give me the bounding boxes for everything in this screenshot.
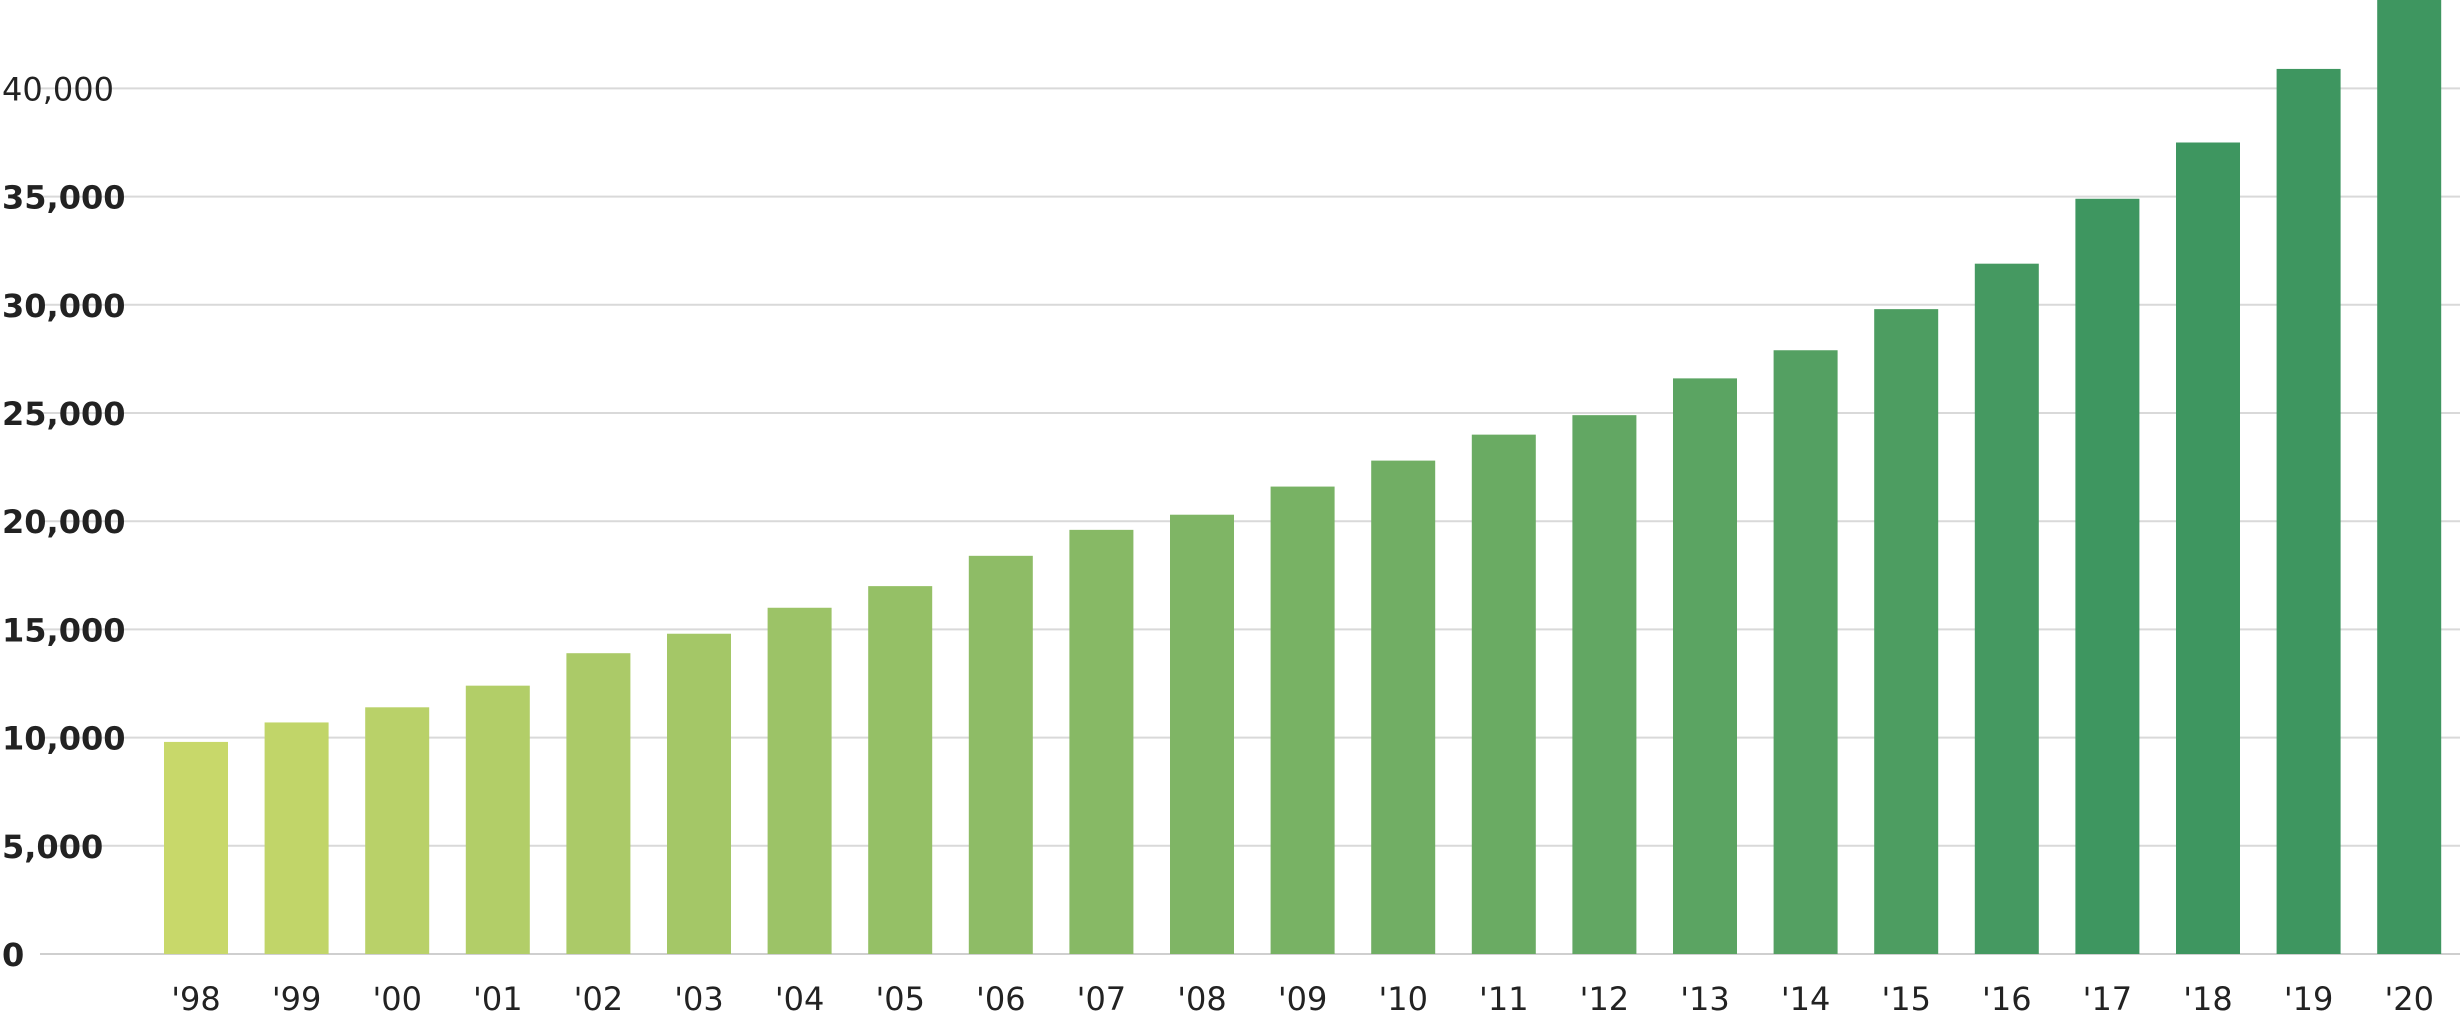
y-tick-label: 20,000 [2, 503, 125, 541]
y-axis-ticks: 0 5,000 10,000 15,000 20,000 25,000 30,000 35,0… [2, 70, 125, 974]
bar [365, 707, 430, 954]
bar [667, 633, 731, 954]
x-tick-label: '04 [775, 980, 825, 1018]
bar [1069, 529, 1134, 954]
x-tick-label: '02 [574, 980, 624, 1018]
y-tick-label: 5,000 [2, 828, 103, 866]
x-tick-label: '03 [674, 980, 724, 1018]
bar [1572, 415, 1637, 954]
x-tick-label: '14 [1781, 980, 1831, 1018]
x-tick-label: '11 [1479, 980, 1529, 1018]
bars [164, 0, 2442, 955]
bar [1673, 378, 1737, 955]
bar [1974, 263, 2039, 955]
y-tick-label: 0 [2, 936, 24, 974]
x-tick-label: '17 [2083, 980, 2133, 1018]
bar [465, 685, 530, 954]
grid-lines [40, 87, 2460, 955]
x-tick-label: '19 [2284, 980, 2334, 1018]
x-tick-label: '16 [1982, 980, 2032, 1018]
x-tick-label: '18 [2183, 980, 2233, 1018]
x-tick-label: '09 [1278, 980, 1328, 1018]
x-tick-label: '06 [976, 980, 1026, 1018]
bar [767, 607, 832, 954]
x-tick-label: '00 [372, 980, 422, 1018]
x-tick-label: '15 [1881, 980, 1931, 1018]
y-tick-label: 40,000 [2, 70, 114, 108]
x-tick-label: '07 [1077, 980, 1127, 1018]
y-tick-label: 25,000 [2, 395, 125, 433]
y-tick-label: 30,000 [2, 287, 125, 325]
x-tick-label: '10 [1378, 980, 1428, 1018]
bar [1471, 434, 1536, 954]
bar [2075, 198, 2140, 955]
bar [1371, 460, 1436, 954]
bar [1874, 309, 1939, 954]
bar [868, 586, 933, 954]
x-axis-ticks: '98 '99 '00 '01 '02 '03 '04 '05 '06 '07 '08 '09 '10 '… [171, 980, 2434, 1018]
x-tick-label: '98 [171, 980, 221, 1018]
x-tick-label: '01 [473, 980, 523, 1018]
bar [2377, 0, 2442, 954]
bar [2276, 68, 2341, 954]
bar [264, 722, 329, 954]
y-tick-label: 35,000 [2, 179, 125, 217]
bar [1170, 514, 1234, 954]
bar [164, 741, 228, 954]
x-tick-label: '08 [1177, 980, 1227, 1018]
x-tick-label: '12 [1580, 980, 1630, 1018]
x-tick-label: '13 [1680, 980, 1730, 1018]
bar [566, 653, 631, 954]
x-tick-label: '05 [875, 980, 925, 1018]
bar [968, 555, 1033, 954]
x-tick-label: '99 [272, 980, 322, 1018]
bar [1270, 486, 1335, 954]
bar [2176, 142, 2240, 954]
bar [1773, 350, 1838, 954]
y-tick-label: 10,000 [2, 720, 125, 758]
y-tick-label: 15,000 [2, 611, 125, 649]
x-tick-label: '20 [2384, 980, 2434, 1018]
